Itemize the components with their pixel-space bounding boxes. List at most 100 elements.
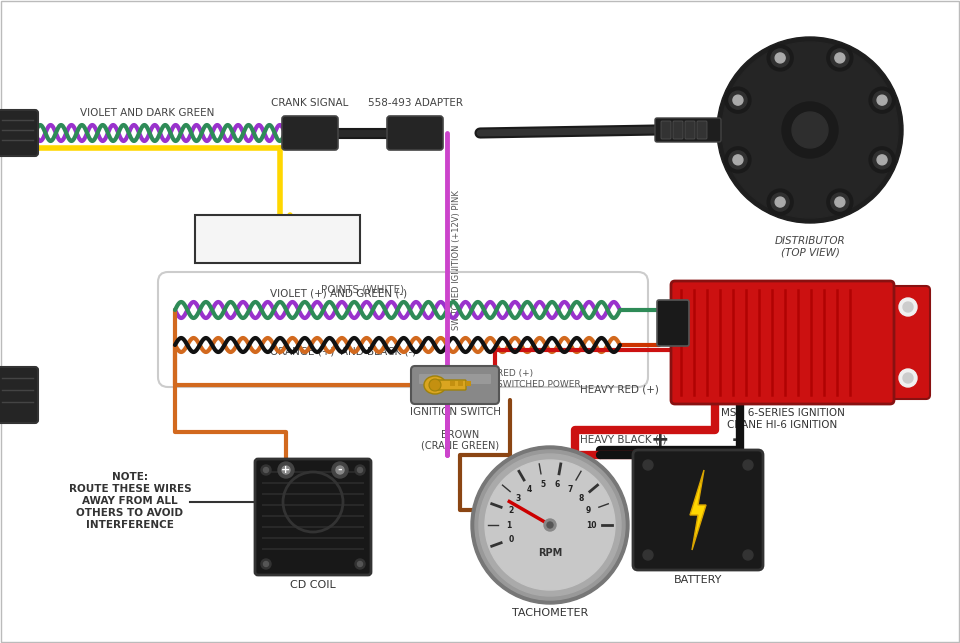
FancyBboxPatch shape (661, 121, 671, 139)
FancyBboxPatch shape (434, 380, 466, 390)
Text: 10: 10 (586, 520, 596, 529)
Text: MSD 6-SERIES IGNITION
CRANE HI-6 IGNITION: MSD 6-SERIES IGNITION CRANE HI-6 IGNITIO… (721, 408, 845, 430)
Text: RED (+): RED (+) (497, 369, 533, 378)
Text: ORANGE (+)  AND BLACK (-): ORANGE (+) AND BLACK (-) (270, 346, 417, 356)
Circle shape (471, 446, 629, 604)
Circle shape (261, 559, 271, 569)
Circle shape (743, 460, 753, 470)
Text: 0: 0 (509, 534, 515, 543)
Circle shape (899, 369, 917, 387)
Circle shape (903, 373, 913, 383)
Circle shape (827, 45, 852, 71)
Text: AWAY FROM ALL: AWAY FROM ALL (83, 496, 178, 506)
Circle shape (775, 53, 785, 63)
Text: 1: 1 (506, 520, 512, 529)
FancyBboxPatch shape (450, 381, 455, 386)
Text: 4: 4 (527, 485, 532, 494)
Circle shape (743, 550, 753, 560)
Text: CRANK SIGNAL: CRANK SIGNAL (272, 98, 348, 108)
Circle shape (475, 450, 625, 600)
Circle shape (835, 53, 845, 63)
Circle shape (357, 561, 363, 566)
Circle shape (485, 460, 615, 590)
Text: 9: 9 (586, 507, 591, 516)
FancyBboxPatch shape (458, 381, 463, 386)
Circle shape (357, 467, 363, 473)
FancyBboxPatch shape (633, 450, 763, 570)
Text: 8: 8 (579, 494, 584, 503)
Text: BROWN: BROWN (441, 430, 479, 440)
Circle shape (771, 49, 789, 67)
Circle shape (732, 155, 743, 165)
Circle shape (643, 550, 653, 560)
Text: RPM: RPM (538, 548, 563, 558)
FancyBboxPatch shape (657, 300, 689, 346)
Circle shape (903, 302, 913, 312)
Circle shape (263, 467, 269, 473)
Text: -: - (732, 430, 741, 450)
Text: HEAVY RED (+): HEAVY RED (+) (580, 385, 659, 395)
Text: INTERFERENCE: INTERFERENCE (86, 520, 174, 530)
Text: HEAVY BLACK (-): HEAVY BLACK (-) (580, 435, 666, 445)
Circle shape (792, 112, 828, 148)
Text: BATTERY: BATTERY (674, 575, 722, 585)
Circle shape (355, 559, 365, 569)
Text: TACHOMETER: TACHOMETER (512, 608, 588, 618)
Circle shape (722, 42, 898, 218)
Text: VIOLET AND DARK GREEN: VIOLET AND DARK GREEN (80, 108, 214, 118)
Text: 6: 6 (555, 480, 560, 489)
FancyBboxPatch shape (466, 381, 471, 386)
FancyBboxPatch shape (255, 459, 371, 575)
Circle shape (869, 87, 895, 113)
Text: IGNITION SWITCH: IGNITION SWITCH (410, 407, 500, 417)
FancyBboxPatch shape (697, 121, 707, 139)
FancyBboxPatch shape (387, 116, 443, 150)
Circle shape (877, 95, 887, 105)
Circle shape (830, 193, 849, 211)
Circle shape (775, 197, 785, 207)
Circle shape (336, 466, 344, 474)
Circle shape (725, 147, 751, 173)
FancyBboxPatch shape (671, 281, 894, 404)
Circle shape (873, 91, 891, 109)
Text: DISTRIBUTOR
(TOP VIEW): DISTRIBUTOR (TOP VIEW) (775, 236, 846, 258)
Circle shape (767, 189, 793, 215)
Text: CD COIL: CD COIL (290, 580, 336, 590)
Circle shape (717, 37, 903, 223)
FancyBboxPatch shape (411, 366, 499, 404)
FancyBboxPatch shape (0, 110, 38, 156)
Text: ROUTE THESE WIRES: ROUTE THESE WIRES (69, 484, 191, 494)
FancyBboxPatch shape (655, 118, 721, 142)
Ellipse shape (424, 376, 446, 394)
Text: 2: 2 (509, 507, 515, 516)
Text: OTHERS TO AVOID: OTHERS TO AVOID (77, 508, 183, 518)
Circle shape (873, 151, 891, 169)
Text: 5: 5 (540, 480, 545, 489)
Circle shape (899, 298, 917, 316)
Circle shape (732, 95, 743, 105)
Text: NOT USED: NOT USED (237, 237, 318, 251)
Circle shape (332, 462, 348, 478)
Text: COIL INPUT (-), YELLOW: COIL INPUT (-), YELLOW (220, 223, 335, 233)
FancyBboxPatch shape (884, 286, 930, 399)
Circle shape (725, 87, 751, 113)
Circle shape (429, 379, 441, 391)
Circle shape (544, 519, 556, 531)
Circle shape (729, 151, 747, 169)
Circle shape (263, 561, 269, 566)
FancyBboxPatch shape (282, 116, 338, 150)
Text: SWITCHED IGNITION (+12V) PINK: SWITCHED IGNITION (+12V) PINK (452, 190, 461, 330)
Circle shape (547, 522, 553, 528)
FancyBboxPatch shape (673, 121, 683, 139)
FancyBboxPatch shape (195, 215, 360, 263)
Circle shape (782, 102, 838, 158)
Text: POINTS (WHITE): POINTS (WHITE) (322, 284, 404, 294)
Circle shape (643, 460, 653, 470)
Circle shape (261, 465, 271, 475)
Circle shape (282, 466, 290, 474)
Circle shape (278, 462, 294, 478)
Text: (CRANE GREEN): (CRANE GREEN) (420, 440, 499, 450)
Circle shape (830, 49, 849, 67)
Text: +: + (281, 465, 291, 475)
Circle shape (767, 45, 793, 71)
